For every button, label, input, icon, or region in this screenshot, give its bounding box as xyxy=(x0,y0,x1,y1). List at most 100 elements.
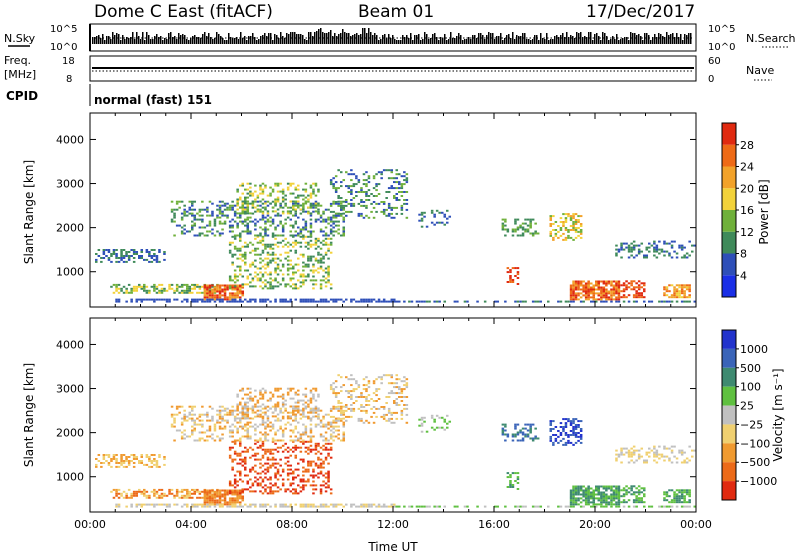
echo-cell xyxy=(130,291,133,294)
echo-cell xyxy=(319,458,323,461)
nsky-bars xyxy=(89,24,694,51)
echo-cell xyxy=(297,234,300,237)
echo-cell xyxy=(286,263,290,266)
echo-cell xyxy=(312,397,315,400)
echo-cell xyxy=(683,495,686,498)
echo-cell xyxy=(635,254,638,257)
echo-cell xyxy=(173,289,176,292)
echo-cell xyxy=(292,245,295,248)
echo-cell xyxy=(688,294,691,297)
echo-cell xyxy=(274,409,277,412)
echo-cell xyxy=(678,294,681,297)
echo-cell xyxy=(635,300,638,303)
echo-cell xyxy=(297,184,300,187)
echo-cell xyxy=(324,281,328,284)
echo-cell xyxy=(276,417,280,420)
echo-cell xyxy=(292,206,295,209)
echo-cell xyxy=(246,222,250,225)
echo-cell xyxy=(279,425,282,428)
echo-cell xyxy=(675,461,679,464)
echo-cell xyxy=(244,458,247,461)
echo-cell xyxy=(579,434,583,436)
echo-cell xyxy=(191,496,194,499)
echo-cell xyxy=(244,405,247,408)
echo-cell xyxy=(271,279,275,282)
echo-cell xyxy=(289,206,293,209)
echo-cell xyxy=(183,415,186,418)
echo-cell xyxy=(274,243,277,246)
echo-cell xyxy=(294,435,298,438)
echo-cell xyxy=(380,382,383,385)
echo-cell xyxy=(233,482,237,485)
echo-cell xyxy=(233,234,237,237)
echo-cell xyxy=(279,222,282,225)
echo-cell xyxy=(145,454,149,456)
echo-cell xyxy=(183,289,186,292)
echo-cell xyxy=(254,198,257,201)
echo-cell xyxy=(307,415,310,418)
echo-cell xyxy=(148,503,151,506)
echo-cell xyxy=(246,196,250,199)
echo-cell xyxy=(249,273,252,276)
echo-cell xyxy=(309,409,313,412)
echo-cell xyxy=(218,216,222,219)
echo-cell xyxy=(138,503,141,506)
echo-cell xyxy=(175,298,179,301)
echo-cell xyxy=(175,488,179,491)
echo-cell xyxy=(334,419,338,422)
nsky-bar xyxy=(318,29,320,44)
echo-cell xyxy=(115,260,118,263)
echo-cell xyxy=(630,284,633,287)
echo-cell xyxy=(617,487,621,490)
echo-cell xyxy=(635,499,638,502)
echo-cell xyxy=(365,204,368,207)
echo-cell xyxy=(337,195,340,197)
echo-cell xyxy=(668,284,671,287)
echo-cell xyxy=(279,269,282,272)
echo-cell xyxy=(289,279,293,282)
nsky-bar xyxy=(602,32,604,44)
echo-cell xyxy=(670,244,674,247)
echo-cell xyxy=(299,241,303,244)
echo-cell xyxy=(107,463,111,466)
echo-cell xyxy=(592,298,596,301)
echo-cell xyxy=(393,503,396,506)
echo-cell xyxy=(221,489,224,492)
echo-cell xyxy=(312,393,315,396)
echo-cell xyxy=(569,441,573,444)
echo-cell xyxy=(643,296,646,299)
echo-cell xyxy=(660,455,664,458)
echo-cell xyxy=(302,411,305,414)
echo-cell xyxy=(501,423,505,426)
echo-cell xyxy=(367,181,371,184)
echo-cell xyxy=(198,214,202,217)
echo-cell xyxy=(117,503,121,506)
echo-cell xyxy=(102,257,106,259)
echo-cell xyxy=(387,300,391,303)
echo-cell xyxy=(254,433,257,436)
echo-cell xyxy=(259,298,262,301)
echo-cell xyxy=(317,409,320,412)
echo-cell xyxy=(246,208,250,211)
echo-cell xyxy=(173,419,176,422)
echo-cell xyxy=(294,415,298,418)
echo-cell xyxy=(309,464,313,467)
echo-cell xyxy=(203,413,207,416)
echo-cell xyxy=(289,464,293,467)
echo-cell xyxy=(239,292,242,295)
echo-cell xyxy=(127,462,131,464)
echo-cell xyxy=(228,224,232,227)
echo-cell xyxy=(332,177,335,180)
echo-cell xyxy=(678,246,681,249)
echo-cell xyxy=(602,485,606,488)
nsky-bar xyxy=(390,38,392,44)
echo-cell xyxy=(511,486,515,488)
echo-cell xyxy=(403,179,406,182)
echo-cell xyxy=(327,480,330,483)
echo-cell xyxy=(135,300,139,303)
echo-cell xyxy=(307,241,310,244)
echo-cell xyxy=(345,214,348,217)
echo-cell xyxy=(362,505,366,508)
echo-cell xyxy=(385,396,388,398)
echo-cell xyxy=(365,411,368,414)
